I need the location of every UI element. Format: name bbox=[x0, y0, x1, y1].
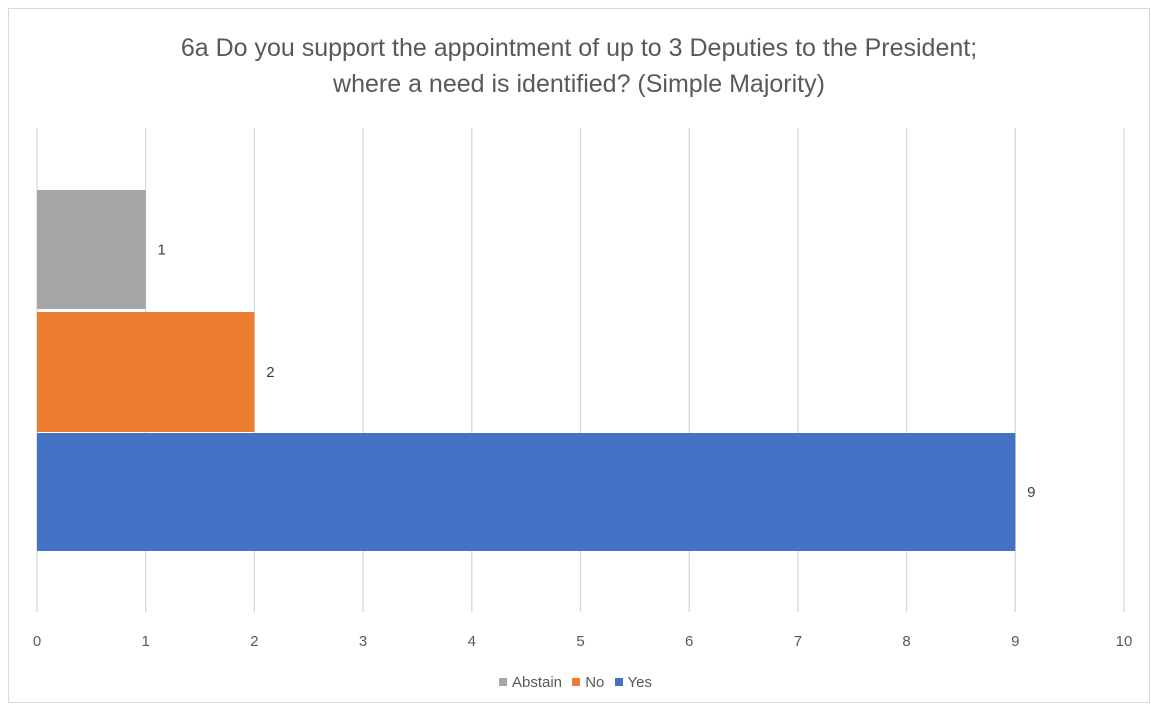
x-tick-label: 8 bbox=[902, 633, 910, 650]
bar-no bbox=[37, 312, 255, 432]
legend-label-yes: Yes bbox=[627, 673, 653, 691]
legend-label-no: No bbox=[585, 673, 605, 691]
legend-swatch-no bbox=[572, 678, 581, 686]
x-tick-label: 0 bbox=[33, 633, 41, 650]
legend-item-no: No bbox=[572, 674, 604, 691]
x-tick-label: 2 bbox=[250, 633, 258, 650]
x-tick-label: 10 bbox=[1116, 633, 1133, 650]
x-tick-label: 6 bbox=[685, 633, 693, 650]
legend-swatch-abstain bbox=[498, 678, 507, 686]
x-tick-label: 7 bbox=[794, 633, 802, 650]
legend-item-yes: Yes bbox=[614, 673, 653, 691]
data-label-no: 2 bbox=[266, 364, 274, 381]
x-tick-label: 4 bbox=[468, 633, 476, 650]
x-tick-label: 9 bbox=[1011, 633, 1019, 650]
legend-swatch-yes bbox=[614, 678, 623, 686]
chart-title: 6a Do you support the appointment of up … bbox=[180, 34, 978, 98]
legend: Abstain No Yes bbox=[0, 673, 1151, 691]
x-tick-label: 1 bbox=[142, 633, 150, 650]
x-tick-label: 5 bbox=[576, 633, 584, 650]
bar-yes bbox=[37, 433, 1016, 551]
legend-item-abstain: Abstain bbox=[498, 673, 563, 691]
legend-label-abstain: Abstain bbox=[511, 673, 563, 691]
data-label-abstain: 1 bbox=[158, 242, 166, 259]
bar-abstain bbox=[37, 190, 146, 309]
x-tick-label: 3 bbox=[359, 633, 367, 650]
data-label-yes: 9 bbox=[1027, 484, 1035, 501]
